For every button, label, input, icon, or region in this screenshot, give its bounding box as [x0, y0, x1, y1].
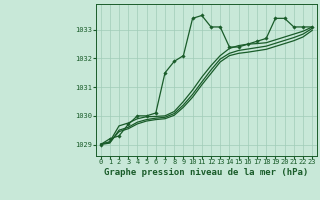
X-axis label: Graphe pression niveau de la mer (hPa): Graphe pression niveau de la mer (hPa) [104, 168, 308, 177]
